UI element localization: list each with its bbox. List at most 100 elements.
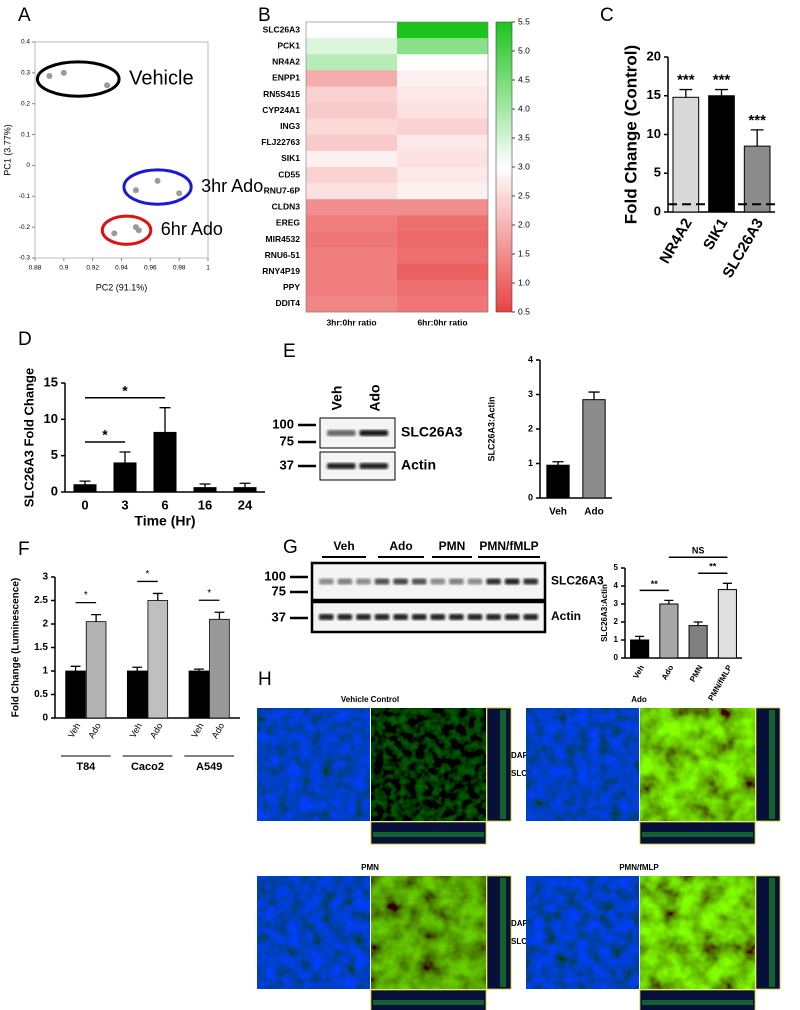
column-label: 6hr:0hr ratio bbox=[417, 317, 467, 327]
side-view bbox=[755, 707, 781, 822]
point bbox=[132, 187, 139, 194]
point bbox=[135, 227, 142, 234]
heat-cell bbox=[397, 247, 488, 264]
bar bbox=[73, 484, 97, 493]
heat-cell bbox=[306, 54, 397, 71]
significance: ** bbox=[709, 562, 717, 572]
heat-cell bbox=[306, 70, 397, 87]
bar bbox=[193, 487, 217, 493]
error-bar bbox=[693, 621, 703, 626]
row-label: CD55 bbox=[278, 169, 300, 179]
panel-label: G bbox=[283, 537, 298, 558]
error-bar bbox=[159, 407, 171, 433]
image-title: Ado bbox=[631, 695, 647, 704]
heat-cell bbox=[306, 150, 397, 168]
y-tick-label: 0 bbox=[528, 492, 533, 502]
dapi-image bbox=[257, 876, 370, 989]
row-label: RNY4P19 bbox=[262, 266, 300, 276]
y-tick-label: 0 bbox=[51, 483, 58, 498]
x-tick-label: 1 bbox=[206, 265, 210, 272]
bar bbox=[708, 95, 735, 213]
heatmap-frame bbox=[305, 21, 489, 313]
blot-band bbox=[504, 614, 520, 620]
blot-band bbox=[467, 578, 483, 585]
colorbar-tick-label: 2.5 bbox=[518, 190, 530, 200]
blot-band bbox=[449, 578, 464, 585]
y-tick-label: 0 bbox=[42, 713, 48, 724]
lane-label: Veh bbox=[333, 539, 354, 553]
panel-label: F bbox=[18, 539, 30, 560]
colorbar-tick-label: 4.0 bbox=[518, 103, 530, 113]
x-tick-label: Veh bbox=[631, 663, 646, 680]
x-tick-label: 0.92 bbox=[86, 265, 99, 272]
y-tick-label: 1.5 bbox=[34, 642, 48, 653]
y-axis-label: Fold Change (Control) bbox=[621, 45, 640, 224]
error-bar bbox=[152, 592, 163, 601]
colorbar-tick-label: 5.0 bbox=[518, 45, 530, 55]
y-tick-label: 0 bbox=[654, 203, 661, 218]
blot-band bbox=[359, 430, 388, 436]
x-tick-label: 0.98 bbox=[173, 265, 186, 272]
heat-cell bbox=[306, 22, 397, 39]
row-label: CLDN3 bbox=[272, 202, 301, 212]
side-view bbox=[486, 707, 512, 822]
blot-band bbox=[430, 578, 446, 585]
blot-band bbox=[523, 578, 538, 585]
heat-cell bbox=[306, 183, 397, 200]
y-axis-label: PC1 (3.77%) bbox=[2, 124, 12, 176]
bar bbox=[546, 464, 570, 499]
heat-cell bbox=[306, 231, 397, 248]
heat-cell bbox=[397, 54, 488, 71]
row-label: MIR4532 bbox=[266, 234, 301, 244]
significance: *** bbox=[677, 72, 695, 89]
y-tick-label: 10 bbox=[44, 411, 58, 426]
colorbar-tick-label: 3.5 bbox=[518, 132, 530, 142]
blot-band bbox=[393, 614, 408, 620]
heat-cell bbox=[397, 263, 488, 281]
point bbox=[60, 69, 67, 76]
row-label: PCK1 bbox=[277, 40, 300, 50]
row-label: SIK1 bbox=[281, 153, 300, 163]
series-label: Veh bbox=[128, 721, 144, 739]
group-label: T84 bbox=[76, 761, 96, 773]
blot-band bbox=[486, 578, 501, 585]
blot-band bbox=[319, 614, 334, 620]
bottom-view-signal bbox=[373, 1000, 484, 1005]
y-tick-label: 20 bbox=[647, 48, 661, 63]
blot-band bbox=[374, 578, 390, 585]
heat-cell bbox=[306, 86, 397, 103]
marker-label: 37 bbox=[272, 609, 286, 624]
y-tick-label: 15 bbox=[44, 374, 58, 389]
series-label: Ado bbox=[148, 721, 165, 740]
series-label: Ado bbox=[86, 721, 103, 740]
row-label: ENPP1 bbox=[272, 73, 300, 83]
colorbar-tick-label: 3.0 bbox=[518, 161, 530, 171]
series-label: Veh bbox=[66, 721, 82, 739]
heat-cell bbox=[397, 199, 488, 216]
y-tick-label: 1 bbox=[42, 666, 48, 677]
dapi-image bbox=[526, 876, 639, 989]
bar bbox=[672, 96, 700, 213]
bar bbox=[147, 600, 169, 719]
bar bbox=[209, 618, 230, 719]
lane-label: Veh bbox=[329, 386, 345, 411]
group-label: 3hr Ado bbox=[201, 176, 263, 196]
blot-band bbox=[411, 614, 427, 620]
bar bbox=[659, 603, 679, 659]
group-label: 6hr Ado bbox=[161, 219, 223, 239]
y-tick-label: 5 bbox=[654, 165, 661, 180]
y-tick-label: 4 bbox=[614, 581, 619, 590]
bar bbox=[582, 399, 606, 499]
heat-cell bbox=[397, 22, 488, 39]
heat-cell bbox=[397, 86, 488, 103]
band-label: Actin bbox=[551, 609, 581, 623]
heat-cell bbox=[397, 167, 488, 184]
heat-cell bbox=[306, 38, 397, 55]
panel-label: H bbox=[258, 669, 272, 690]
blot-band bbox=[319, 578, 334, 585]
point bbox=[46, 72, 53, 79]
row-label: EREG bbox=[276, 218, 300, 228]
heat-cell bbox=[397, 215, 488, 232]
